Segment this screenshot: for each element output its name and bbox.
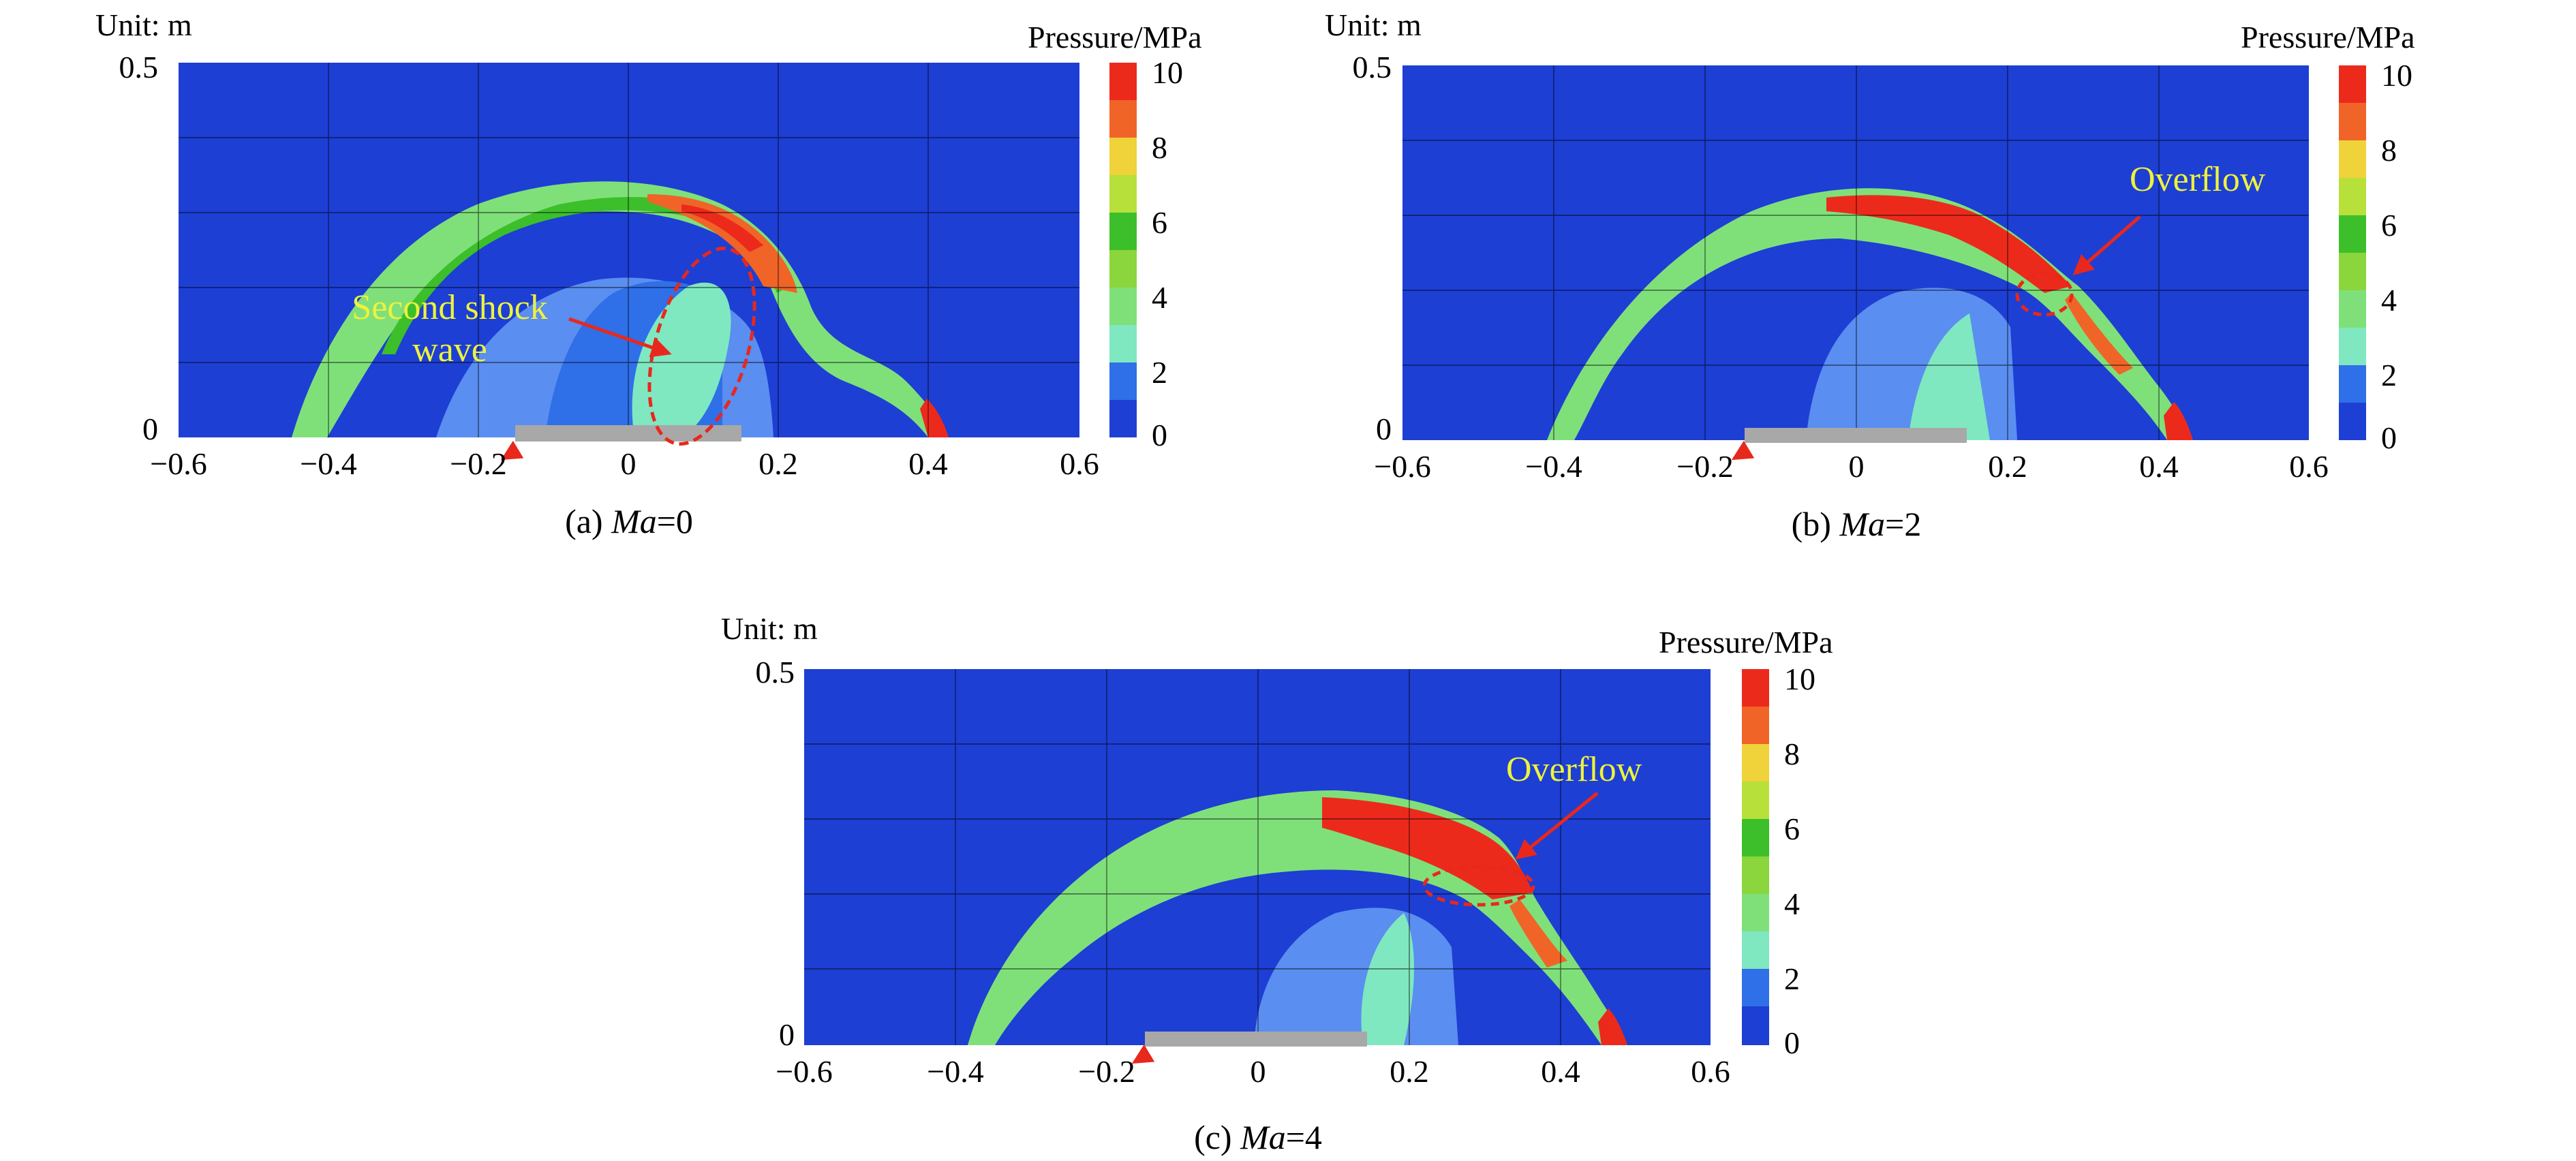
overflow-highlight-ellipse [2015, 272, 2074, 317]
caption-a: (a) Ma=0 [565, 502, 693, 540]
panel-c: Unit: m 0.5 0 Overflow −0.6 [721, 611, 1833, 1156]
x-tick: −0.6 [150, 446, 206, 481]
x-tick: 0.4 [2139, 449, 2179, 484]
peak-pressure-zone [1322, 797, 1533, 899]
x-tick: −0.4 [300, 446, 356, 481]
colorbar-title: Pressure/MPa [1659, 625, 1833, 660]
x-tick: −0.2 [1078, 1054, 1135, 1089]
shock-highlight-ellipse [647, 247, 756, 446]
annotation-line-2: wave [412, 330, 487, 369]
cb-tick: 2 [1784, 961, 1800, 996]
grid-lines [179, 63, 1079, 437]
cb-tick: 6 [1152, 205, 1167, 240]
panel-b: Unit: m 0.5 0 Overflow −0.6 [1325, 7, 2415, 543]
annotation-arrow [2072, 215, 2141, 275]
panel-a: Unit: m 0.5 0 [95, 7, 1202, 540]
x-tick: −0.2 [450, 446, 506, 481]
origin-marker [500, 440, 524, 461]
shock-shell [292, 181, 949, 437]
cb-tick: 0 [2381, 420, 2397, 455]
second-shock-lobe [1908, 313, 1990, 440]
cb-tick: 6 [2381, 208, 2397, 243]
edge-high-pressure [1598, 1008, 1627, 1045]
unit-label: Unit: m [1325, 7, 1422, 42]
cb-tick: 10 [2381, 58, 2412, 93]
x-tick: −0.2 [1676, 449, 1733, 484]
cb-tick: 0 [1152, 418, 1167, 452]
x-tick: 0.4 [1541, 1054, 1580, 1089]
charge-bar [1145, 1032, 1367, 1047]
cb-tick: 10 [1152, 55, 1183, 90]
annotation-overflow: Overflow [1506, 750, 1642, 789]
x-tick: −0.6 [776, 1054, 832, 1089]
caption-b: (b) Ma=2 [1792, 505, 1922, 543]
x-ticks-a: −0.6 −0.4 −0.2 0 0.2 0.4 0.6 [150, 446, 1099, 481]
peak-pressure-zone [681, 204, 763, 252]
x-tick: 0.6 [1691, 1054, 1730, 1089]
x-tick: 0 [1251, 1054, 1266, 1089]
peak-pressure-zone [1826, 195, 2072, 293]
charge-bar [1745, 428, 1967, 443]
y-tick-zero: 0 [1376, 412, 1392, 446]
overflow-highlight-ellipse [1422, 865, 1535, 907]
colorbar-c: Pressure/MPa 10 8 6 4 2 0 [1659, 625, 1833, 1060]
contour-plot-b: Overflow [1402, 65, 2309, 461]
colorbar-title: Pressure/MPa [1028, 20, 1202, 55]
cb-tick: 8 [1784, 737, 1800, 771]
edge-high-pressure [2164, 402, 2193, 440]
cb-tick: 8 [2381, 133, 2397, 168]
y-tick-top: 0.5 [1353, 50, 1392, 84]
cb-tick: 6 [1784, 811, 1800, 846]
x-tick: −0.4 [1525, 449, 1582, 484]
y-tick-zero: 0 [142, 412, 158, 446]
y-tick-top: 0.5 [119, 50, 159, 84]
charge-bar [515, 425, 741, 442]
x-tick: 0 [1849, 449, 1865, 484]
colorbar-b: Pressure/MPa 10 8 6 4 2 0 [2241, 20, 2415, 455]
edge-high-pressure [920, 399, 949, 437]
y-tick-top: 0.5 [756, 655, 795, 690]
cb-tick: 2 [2381, 358, 2397, 392]
annotation-arrow [568, 317, 672, 358]
grid-lines [804, 669, 1711, 1045]
x-tick: 0.4 [908, 446, 948, 481]
x-tick: 0.6 [2289, 449, 2329, 484]
x-tick: 0.2 [1988, 449, 2027, 484]
caption-c: (c) Ma=4 [1194, 1118, 1322, 1156]
second-shock-lobe [632, 282, 731, 433]
y-tick-zero: 0 [779, 1017, 795, 1052]
unit-label: Unit: m [95, 7, 192, 42]
origin-marker [1731, 440, 1755, 461]
x-ticks-c: −0.6 −0.4 −0.2 0 0.2 0.4 0.6 [776, 1054, 1730, 1089]
x-ticks-b: −0.6 −0.4 −0.2 0 0.2 0.4 0.6 [1374, 449, 2328, 484]
origin-marker [1131, 1044, 1155, 1064]
x-tick: 0.2 [1390, 1054, 1429, 1089]
colorbar-a: Pressure/MPa 10 8 6 4 2 0 [1028, 20, 1202, 452]
high-pressure-zone [2065, 293, 2133, 375]
cb-tick: 10 [1784, 662, 1815, 696]
x-tick: −0.6 [1374, 449, 1430, 484]
colorbar-title: Pressure/MPa [2241, 20, 2415, 55]
grid-lines [1402, 65, 2309, 440]
cb-tick: 4 [2381, 283, 2397, 318]
cb-tick: 2 [1152, 355, 1167, 390]
cb-tick: 4 [1152, 280, 1167, 315]
annotation-overflow: Overflow [2130, 160, 2266, 199]
annotation-arrow [1515, 792, 1599, 860]
high-pressure-zone [647, 194, 797, 293]
cb-tick: 4 [1784, 886, 1800, 921]
unit-label: Unit: m [721, 611, 818, 646]
contour-plot-a: Second shock wave [179, 63, 1079, 461]
contour-plot-c: Overflow [804, 669, 1711, 1064]
cb-tick: 8 [1152, 130, 1167, 165]
annotation-line-1: Second shock [352, 288, 547, 327]
x-tick: 0.6 [1060, 446, 1099, 481]
second-shock-lobe [1361, 913, 1414, 1045]
x-tick: 0.2 [758, 446, 798, 481]
cb-tick: 0 [1784, 1025, 1800, 1060]
high-pressure-zone [1509, 899, 1567, 968]
x-tick: −0.4 [927, 1054, 983, 1089]
x-tick: 0 [621, 446, 637, 481]
